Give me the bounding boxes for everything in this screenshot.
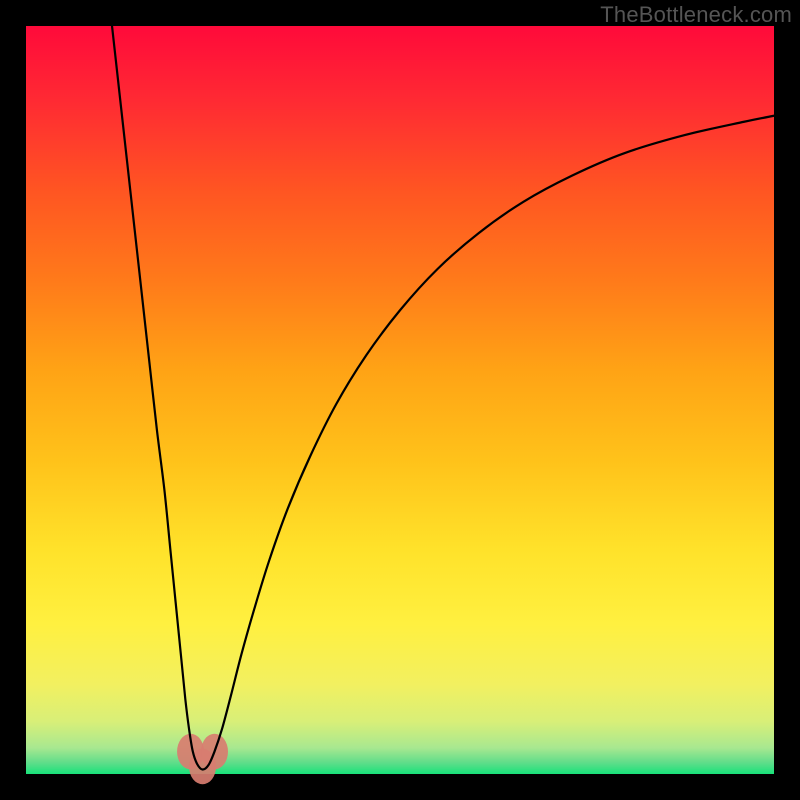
chart-svg [0,0,800,800]
watermark-text: TheBottleneck.com [600,2,792,28]
plot-background [26,26,774,774]
bottleneck-chart: TheBottleneck.com [0,0,800,800]
